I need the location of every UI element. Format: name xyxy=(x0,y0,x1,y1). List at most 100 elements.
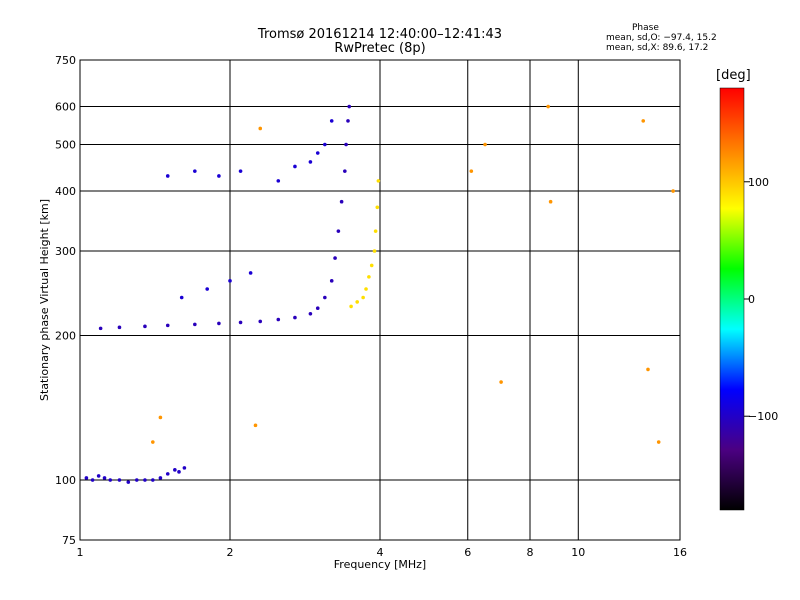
x-tick-label: 16 xyxy=(673,546,687,559)
data-point xyxy=(336,229,341,233)
data-point xyxy=(469,169,474,173)
data-point xyxy=(158,415,163,420)
data-point xyxy=(364,287,368,291)
data-point xyxy=(126,480,131,484)
data-point xyxy=(108,478,113,482)
data-point xyxy=(205,287,209,291)
data-point xyxy=(84,476,89,480)
y-tick-label: 200 xyxy=(55,330,76,343)
y-axis-ticks: 75 100 200 300 400 500 600 750 xyxy=(55,54,76,547)
x-axis-label: Frequency [MHz] xyxy=(334,558,426,571)
data-point xyxy=(293,315,297,320)
data-point xyxy=(548,199,553,204)
data-point xyxy=(151,478,155,482)
data-point xyxy=(293,164,297,169)
data-point xyxy=(177,470,181,474)
data-point xyxy=(315,306,320,311)
data-point xyxy=(248,271,253,275)
y-tick-label: 500 xyxy=(55,139,76,152)
data-point xyxy=(96,474,101,478)
data-point xyxy=(671,189,675,193)
x-tick-label: 4 xyxy=(377,546,384,559)
data-point xyxy=(165,174,170,178)
data-point xyxy=(143,478,147,482)
data-point xyxy=(361,295,365,300)
data-point xyxy=(373,229,378,233)
data-point xyxy=(546,104,550,109)
x-tick-label: 10 xyxy=(571,546,585,559)
data-point xyxy=(165,323,170,328)
y-tick-label: 100 xyxy=(55,474,76,487)
data-point xyxy=(117,325,122,330)
data-point xyxy=(323,295,327,300)
data-point xyxy=(173,468,177,472)
data-point xyxy=(344,142,348,147)
data-point xyxy=(369,263,374,268)
data-point xyxy=(367,275,371,279)
y-tick-label: 750 xyxy=(55,54,76,67)
data-point xyxy=(143,324,147,329)
x-tick-label: 6 xyxy=(464,546,471,559)
data-point xyxy=(217,321,221,326)
data-point xyxy=(276,317,281,322)
data-point xyxy=(151,440,155,444)
data-point xyxy=(355,300,359,304)
data-point xyxy=(182,466,187,470)
data-point xyxy=(90,478,95,482)
plot-frame xyxy=(79,59,681,541)
y-tick-label: 400 xyxy=(55,185,76,198)
phase-stats-x-mode: mean, sd,X: 89.6, 17.2 xyxy=(606,43,709,53)
data-point xyxy=(102,476,107,480)
data-point xyxy=(238,169,243,173)
data-point xyxy=(193,169,197,173)
x-tick-label: 1 xyxy=(77,546,84,559)
data-point xyxy=(258,126,263,131)
data-point xyxy=(308,311,313,316)
data-point xyxy=(193,322,197,327)
y-tick-label: 600 xyxy=(55,101,76,114)
data-point xyxy=(308,160,313,164)
data-point xyxy=(179,295,184,300)
colorbar-tick-label: −100 xyxy=(748,410,778,423)
data-point xyxy=(329,279,334,283)
data-point xyxy=(656,440,661,444)
data-point xyxy=(329,119,334,123)
data-point xyxy=(349,304,353,309)
data-point xyxy=(228,279,232,283)
colorbar xyxy=(719,87,745,511)
data-point xyxy=(258,319,263,324)
data-point xyxy=(333,256,337,260)
data-points xyxy=(84,104,675,484)
colorbar-unit-label: [deg] xyxy=(716,68,751,83)
data-point xyxy=(117,478,122,482)
colorbar-ticks: 100 0 −100 xyxy=(744,176,778,423)
data-point xyxy=(346,119,350,123)
data-point xyxy=(646,367,650,372)
data-point xyxy=(339,199,344,204)
data-point xyxy=(323,142,327,147)
data-point xyxy=(165,472,170,476)
data-point xyxy=(347,104,352,109)
data-point xyxy=(315,151,320,155)
data-point xyxy=(276,179,281,183)
data-point xyxy=(376,179,381,183)
data-point xyxy=(343,169,347,173)
y-tick-label: 300 xyxy=(55,245,76,258)
x-axis-ticks: 1 2 4 6 8 10 16 xyxy=(77,546,688,559)
data-point xyxy=(483,142,487,147)
grid-lines xyxy=(80,60,680,540)
chart-title: Tromsø 20161214 12:40:00–12:41:43 xyxy=(257,27,503,42)
colorbar-tick-label: 100 xyxy=(748,176,769,189)
data-point xyxy=(238,320,243,325)
data-point xyxy=(641,119,646,123)
colorbar-tick-label: 0 xyxy=(748,293,755,306)
y-axis-label: Stationary phase Virtual Height [km] xyxy=(38,199,51,401)
y-tick-label: 75 xyxy=(62,534,76,547)
data-point xyxy=(134,478,139,482)
data-point xyxy=(253,423,258,428)
data-point xyxy=(372,249,377,253)
data-point xyxy=(158,476,163,480)
phase-stats-title: Phase xyxy=(632,23,659,33)
data-point xyxy=(375,205,380,210)
